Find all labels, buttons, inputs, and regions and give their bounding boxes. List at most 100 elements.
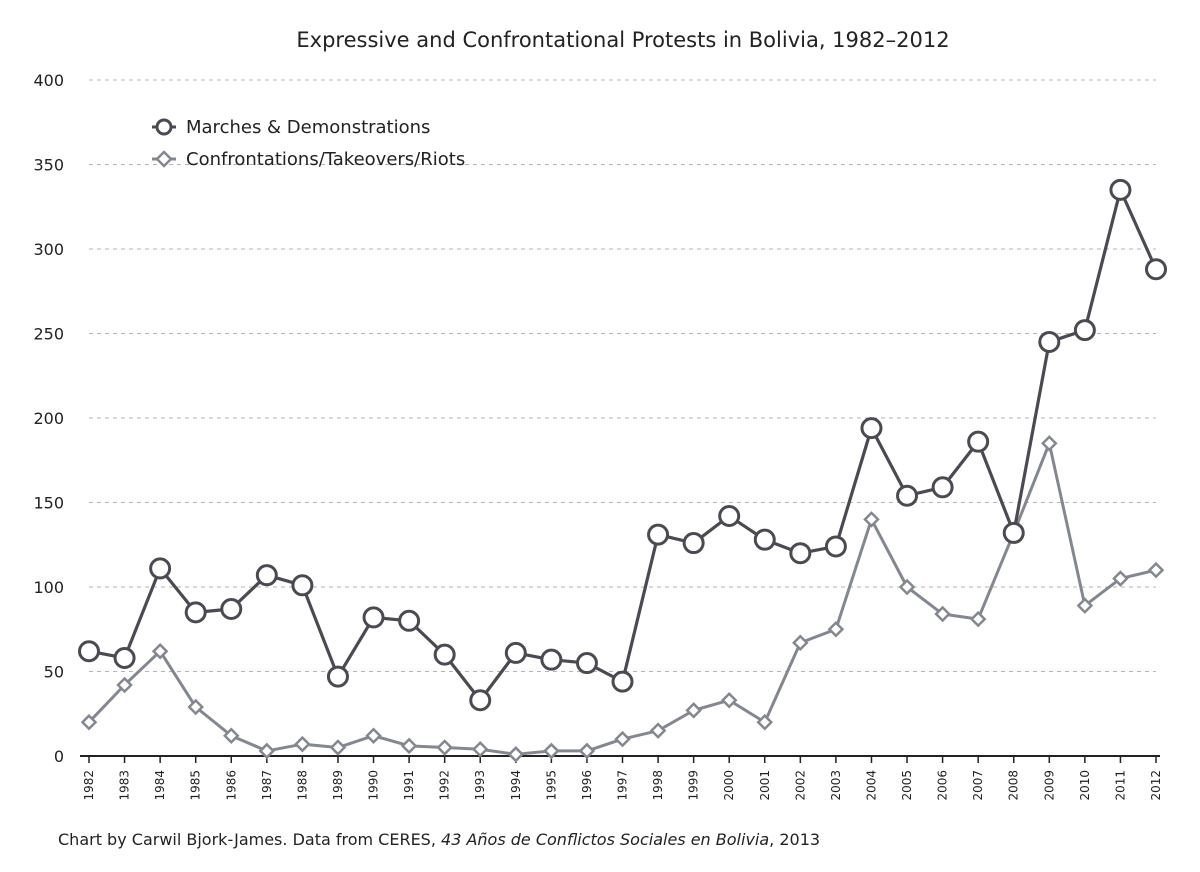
data-point-circle — [78, 640, 100, 663]
y-tick-label: 350 — [33, 156, 64, 175]
x-tick-label: 2003 — [829, 770, 843, 801]
x-tick-label: 1991 — [402, 770, 416, 801]
data-point-diamond — [1112, 570, 1129, 587]
data-point-diamond — [507, 746, 525, 763]
y-tick-label: 50 — [44, 663, 64, 682]
x-tick-label: 1992 — [438, 770, 452, 801]
data-point-diamond — [649, 722, 667, 739]
data-point-circle — [967, 430, 990, 453]
data-point-diamond — [863, 511, 880, 528]
data-point-circle — [469, 689, 492, 712]
x-tick-label: 1988 — [295, 770, 309, 801]
data-point-circle — [255, 564, 278, 587]
data-point-circle — [896, 484, 919, 507]
series-confrontations — [80, 435, 1165, 763]
data-point-circle — [326, 665, 349, 688]
legend-label-confrontations: Confrontations/Takeovers/Riots — [186, 149, 465, 170]
data-point-diamond — [827, 620, 845, 638]
data-point-diamond — [898, 578, 916, 596]
data-point-circle — [931, 476, 954, 499]
x-tick-label: 2002 — [793, 770, 807, 801]
data-point-circle — [113, 646, 136, 669]
x-tick-label: 2008 — [1007, 770, 1021, 801]
chart-title: Expressive and Confrontational Protests … — [296, 28, 949, 52]
data-point-circle — [682, 532, 705, 555]
data-point-diamond — [685, 702, 702, 719]
legend: Marches & Demonstrations Confrontations/… — [152, 117, 465, 170]
x-tick-label: 2009 — [1042, 770, 1056, 801]
data-point-circle — [824, 535, 847, 558]
caption-suffix: , 2013 — [769, 830, 820, 849]
data-point-circle — [718, 505, 741, 528]
data-point-circle — [433, 643, 456, 666]
data-point-circle — [1109, 178, 1132, 201]
x-tick-label: 1990 — [367, 770, 381, 801]
data-point-diamond — [720, 691, 738, 709]
data-point-diamond — [187, 698, 204, 716]
data-point-diamond — [1076, 597, 1094, 614]
data-point-circle — [1073, 319, 1096, 342]
y-axis-ticks: 0 50 100 150 200 250 300 350 400 — [33, 71, 64, 766]
data-point-circle — [1038, 330, 1061, 353]
y-tick-label: 200 — [33, 409, 64, 428]
data-point-diamond — [578, 742, 596, 760]
data-point-circle — [398, 609, 421, 632]
x-tick-label: 1985 — [189, 770, 203, 801]
x-tick-label: 1983 — [118, 770, 132, 801]
legend-diamond-marker-icon — [155, 150, 173, 168]
data-point-diamond — [543, 742, 560, 760]
x-tick-label: 2005 — [900, 770, 914, 801]
gridlines — [89, 79, 1156, 672]
x-tick-label: 1986 — [224, 770, 238, 801]
y-tick-label: 0 — [54, 747, 64, 766]
data-point-circle — [291, 574, 314, 597]
x-tick-label: 2001 — [758, 770, 772, 801]
x-tick-label: 2004 — [864, 770, 878, 801]
data-point-circle — [575, 652, 598, 675]
legend-circle-marker-icon — [155, 118, 173, 136]
x-axis-ticks: 1982 1983 1984 1985 1986 1987 1988 1989 1990 1991… — [82, 756, 1163, 801]
data-point-diamond — [969, 610, 987, 628]
x-tick-label: 1997 — [616, 770, 630, 801]
data-point-diamond — [934, 605, 951, 623]
data-point-diamond — [1041, 435, 1058, 452]
y-tick-label: 300 — [33, 240, 64, 259]
x-tick-label: 2011 — [1113, 770, 1127, 801]
data-point-diamond — [792, 634, 809, 652]
data-point-circle — [789, 542, 812, 565]
data-point-circle — [1145, 258, 1167, 281]
x-tick-label: 1993 — [473, 770, 487, 801]
x-tick-label: 1999 — [687, 770, 701, 801]
data-point-diamond — [436, 739, 453, 756]
data-point-circle — [504, 641, 527, 664]
data-point-diamond — [365, 727, 382, 744]
x-tick-label: 1998 — [651, 770, 665, 801]
data-point-diamond — [294, 735, 311, 753]
data-point-diamond — [1147, 561, 1165, 579]
x-tick-label: 1995 — [544, 770, 558, 801]
data-point-diamond — [614, 730, 631, 748]
data-point-circle — [1002, 521, 1025, 544]
series-line — [88, 188, 1158, 702]
data-point-circle — [540, 648, 563, 671]
data-point-diamond — [756, 713, 774, 731]
data-point-diamond — [471, 740, 489, 758]
legend-label-marches: Marches & Demonstrations — [186, 117, 430, 138]
x-tick-label: 1984 — [153, 770, 167, 801]
caption-prefix: Chart by Carwil Bjork-James. Data from C… — [58, 830, 441, 849]
data-point-diamond — [222, 727, 240, 744]
x-tick-label: 1989 — [331, 770, 345, 801]
x-tick-label: 2006 — [936, 770, 950, 801]
data-point-diamond — [400, 737, 418, 755]
series-marches — [78, 178, 1167, 712]
x-tick-label: 1982 — [82, 770, 96, 801]
x-tick-label: 1987 — [260, 770, 274, 801]
legend-item-marches: Marches & Demonstrations — [152, 117, 430, 138]
x-tick-label: 1994 — [509, 770, 523, 801]
y-tick-label: 150 — [33, 494, 64, 513]
data-point-circle — [149, 557, 172, 580]
data-point-circle — [611, 670, 634, 693]
x-tick-label: 2010 — [1078, 770, 1092, 801]
series — [78, 178, 1167, 763]
